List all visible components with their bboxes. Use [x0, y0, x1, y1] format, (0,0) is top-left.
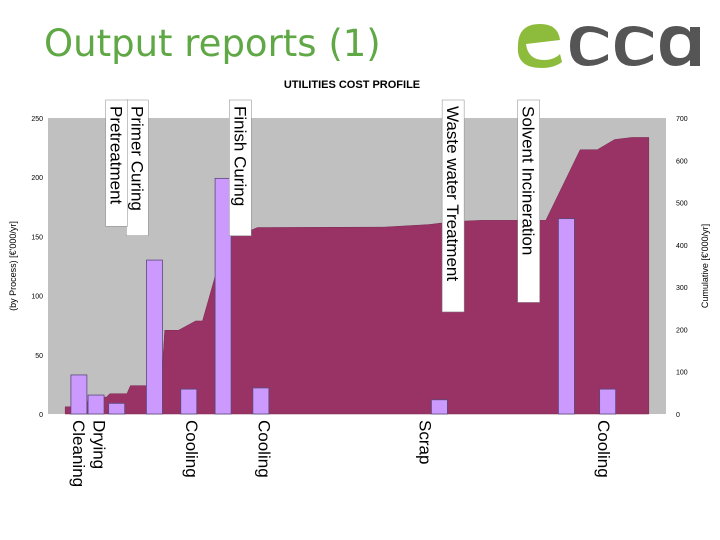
process-bar-0 — [70, 374, 88, 415]
y-tick-label: 0 — [39, 412, 43, 419]
process-bar-1 — [87, 394, 105, 415]
chart-title: UTILITIES COST PROFILE — [284, 79, 420, 91]
annotation-top-label: Waste water Treatment — [443, 106, 462, 281]
y2-tick-label: 700 — [676, 116, 688, 123]
y2-tick-label: 300 — [676, 285, 688, 292]
annotation-top-0: Primer Curing — [126, 99, 149, 237]
annotation-bottom-label-3: Cooling — [254, 420, 273, 478]
process-bar-5 — [214, 177, 232, 415]
process-bar-2 — [108, 402, 126, 415]
annotation-top-3: Waste water Treatment — [441, 99, 465, 313]
y2-tick-label: 0 — [676, 412, 680, 419]
y-axis-label: (by Process) [€'000/yr] — [8, 221, 18, 311]
slide-title: Output reports (1) — [44, 22, 381, 65]
annotation-bottom-label-5: Cooling — [594, 420, 613, 478]
annotation-top-box — [517, 99, 540, 303]
y2-tick-label: 500 — [676, 201, 688, 208]
annotation-top-box — [229, 99, 252, 237]
y-tick-label: 250 — [31, 116, 43, 123]
annotation-bottom-label-4: Scrap — [416, 420, 435, 464]
process-bar-9 — [599, 388, 617, 415]
process-bar-3 — [146, 259, 163, 415]
annotation-bottom-label-1: Drying — [90, 420, 109, 469]
y2-tick-label: 100 — [676, 370, 688, 377]
annotation-top-4: Solvent Incineration — [517, 99, 540, 303]
annotation-top-box — [105, 99, 128, 227]
y2-tick-label: 600 — [676, 158, 688, 165]
process-bar-7 — [430, 399, 448, 415]
ecca-logo: ecca — [517, 24, 700, 68]
y-tick-label: 150 — [31, 234, 43, 241]
cumulative-area — [64, 137, 650, 415]
process-bar-4 — [180, 388, 198, 415]
annotation-top-1: Pretreatment — [105, 99, 128, 227]
y-tick-label: 100 — [31, 294, 43, 301]
annotation-top-2: Finish Curing — [229, 99, 252, 237]
annotation-bottom-label-2: Cooling — [182, 420, 201, 478]
annotation-top-label: Primer Curing — [127, 106, 146, 211]
y2-tick-label: 400 — [676, 243, 688, 250]
process-bar-6 — [252, 387, 270, 415]
y-tick-label: 50 — [35, 353, 43, 360]
annotation-top-box — [441, 99, 465, 313]
annotation-top-label: Finish Curing — [230, 106, 249, 206]
annotation-top-label: Solvent Incineration — [519, 106, 538, 255]
annotation-top-label: Pretreatment — [107, 106, 126, 205]
y2-tick-label: 200 — [676, 327, 688, 334]
process-bar-8 — [558, 218, 575, 415]
y2-axis-label: Cumulative [€'000/yr] — [700, 224, 710, 308]
annotation-bottom-label-0: Cleaning — [69, 420, 88, 487]
y-tick-label: 200 — [31, 175, 43, 182]
